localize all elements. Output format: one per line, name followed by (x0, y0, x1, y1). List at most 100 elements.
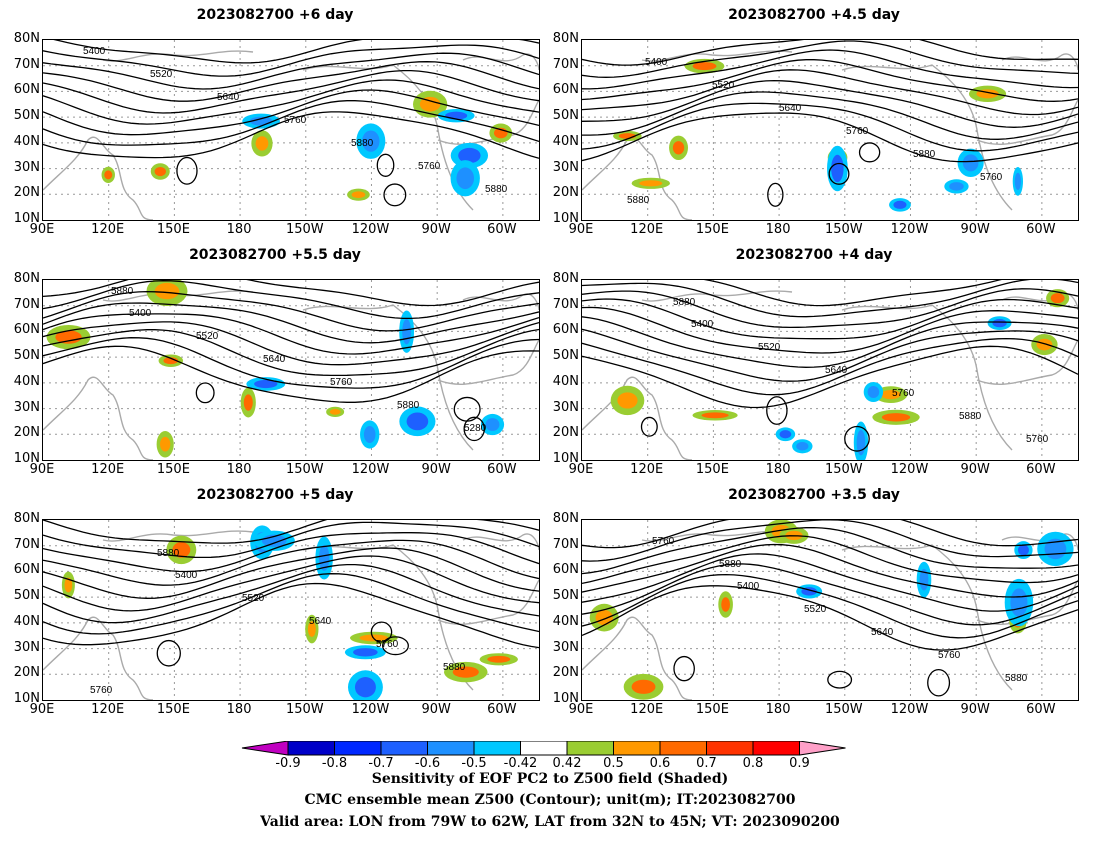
z500-contour (582, 91, 1078, 140)
lat-tick-label: 40N (552, 373, 579, 389)
lon-tick-label: 180 (765, 462, 791, 477)
lat-tick-label: 80N (552, 511, 579, 526)
lon-tick-label: 120W (351, 462, 390, 477)
lon-tick-label: 120W (890, 702, 929, 717)
contour-label: 5760 (376, 639, 399, 650)
negative-sensitivity-core (831, 154, 844, 183)
map-panel: 5400 5520 5640 5760 5880 5760 5880 (42, 519, 540, 701)
z500-contour (43, 520, 539, 544)
coastline (437, 339, 539, 385)
colorbar-tick-label: -0.8 (321, 756, 348, 771)
positive-sensitivity-core (64, 577, 73, 593)
coastline (841, 304, 1013, 451)
lon-tick-label: 120E (630, 702, 664, 717)
z500-contour (43, 539, 539, 586)
z500-contour (43, 280, 539, 320)
z500-contour (43, 555, 539, 612)
z500-contour (582, 520, 1078, 549)
lon-tick-label: 150E (695, 702, 729, 717)
lat-tick-label: 40N (552, 133, 579, 149)
negative-sensitivity-core (458, 147, 481, 164)
z500-contour (582, 112, 1078, 163)
z500-contour (582, 563, 1078, 626)
contour-label: 5880 (1005, 673, 1028, 684)
lon-tick-label: 150W (285, 222, 324, 237)
coastline (43, 616, 154, 700)
colorbar-tick-label: 0.5 (603, 756, 624, 771)
colorbar-tick-label: 0.6 (649, 756, 671, 771)
z500-contour (43, 280, 539, 307)
positive-sensitivity-core (419, 96, 441, 112)
closed-contour (673, 655, 695, 682)
contour-label: 5880 (443, 662, 466, 673)
closed-contour (858, 142, 881, 163)
z500-contour (582, 40, 1078, 66)
coastline (102, 530, 254, 542)
coastline (43, 376, 154, 460)
coastline (302, 544, 474, 691)
z500-contour (582, 59, 1078, 102)
negative-sensitivity-core (867, 385, 880, 398)
caption-line-3: Valid area: LON from 79W to 62W, LAT fro… (260, 814, 840, 830)
positive-sensitivity-core (1036, 338, 1053, 351)
negative-sensitivity-core (796, 442, 809, 451)
contour-label: 5520 (804, 604, 827, 615)
contour-label: 5400 (691, 319, 714, 330)
lat-tick-label: 70N (13, 56, 40, 72)
lon-tick-label: 150W (824, 462, 863, 477)
positive-sensitivity-core (487, 655, 511, 663)
z500-contour (582, 337, 1078, 396)
lat-tick-label: 50N (13, 108, 40, 124)
negative-sensitivity-core (992, 318, 1007, 328)
coastline (582, 136, 693, 220)
contour-label: 5400 (175, 570, 198, 581)
caption-line-1: Sensitivity of EOF PC2 to Z500 field (Sh… (371, 771, 729, 787)
contour-label: 5760 (938, 650, 961, 661)
contour-label: 5760 (330, 377, 353, 388)
coastline (302, 64, 474, 211)
z500-contour (582, 316, 1078, 368)
panel-title: 2023082700 +3.5 day (728, 487, 900, 503)
positive-sensitivity-core (595, 610, 613, 626)
z500-contour (43, 52, 539, 90)
z500-contour (43, 573, 539, 635)
lon-tick-label: 120W (351, 702, 390, 717)
z500-contour (43, 290, 539, 332)
colorbar-tick-label: 0.9 (789, 756, 810, 771)
negative-sensitivity-core (949, 182, 964, 191)
z500-contour (582, 328, 1078, 382)
colorbar-swatch (613, 741, 661, 756)
z500-contour (582, 306, 1078, 354)
negative-sensitivity-core (1014, 172, 1021, 191)
lat-tick-label: 70N (552, 536, 579, 552)
z500-contour (582, 102, 1078, 152)
z500-contour (43, 582, 539, 649)
map-panel: 5400 5520 5640 5760 5880 5760 5880 (42, 39, 540, 221)
map-svg: 5400 5520 5640 5760 5880 5760 5880 (43, 40, 539, 220)
contour-label: 5640 (309, 616, 332, 627)
closed-contour (370, 621, 393, 643)
lat-tick-label: 30N (13, 399, 40, 415)
colorbar-swatch (520, 741, 568, 756)
lat-tick-label: 30N (13, 159, 40, 175)
coastline (437, 579, 539, 625)
lon-tick-label: 60W (1026, 222, 1056, 237)
closed-contour (195, 382, 215, 404)
colorbar-swatch (659, 741, 707, 756)
map-svg: 5400 5520 5640 5760 5880 5280 5880 (43, 280, 539, 460)
z500-contour (43, 313, 539, 355)
contour-label: 5760 (892, 388, 915, 399)
z500-contour (43, 521, 539, 559)
contour-label: 5520 (196, 331, 219, 342)
closed-contour (463, 416, 485, 442)
negative-sensitivity-core (354, 677, 376, 698)
z500-contour (582, 573, 1078, 639)
lat-tick-label: 60N (552, 322, 579, 338)
lat-tick-label: 50N (13, 348, 40, 364)
z500-contour (43, 100, 539, 146)
colorbar-tick-label: -0.5 (461, 756, 487, 771)
negative-sensitivity-core (406, 412, 429, 431)
negative-sensitivity-core (362, 130, 380, 152)
contour-label: 5640 (779, 103, 802, 114)
lon-tick-label: 120E (91, 702, 125, 717)
